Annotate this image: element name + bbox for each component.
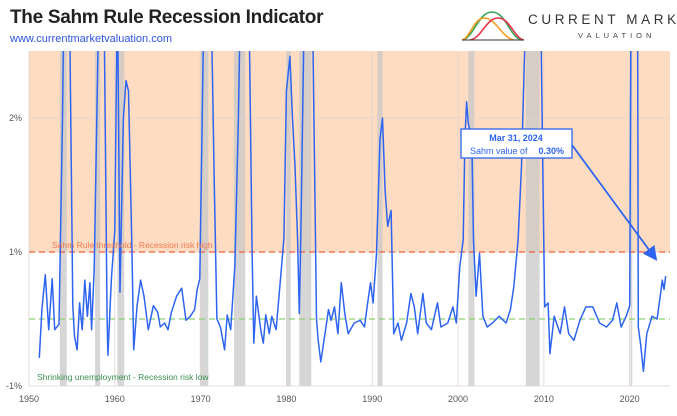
- annotation-date: Mar 31, 2024: [489, 133, 543, 143]
- site-url-link[interactable]: www.currentmarketvaluation.com: [10, 33, 173, 45]
- x-tick-label: 1990: [362, 394, 382, 404]
- annotation-value: 0.30%: [538, 146, 564, 156]
- x-tick-label: 1950: [19, 394, 39, 404]
- x-tick-label: 1960: [105, 394, 125, 404]
- recession-band: [234, 51, 246, 386]
- brand-logo-icon: [461, 11, 525, 41]
- y-tick-label: 2%: [9, 113, 22, 123]
- x-tick-label: 1970: [191, 394, 211, 404]
- low-risk-label: Shrinking unemployment - Recession risk …: [37, 372, 209, 382]
- y-tick-label: 1%: [9, 247, 22, 257]
- threshold-label: Sahm Rule threshold - Recession risk hig…: [52, 240, 213, 250]
- recession-band: [468, 51, 475, 386]
- recession-band: [59, 51, 67, 386]
- sahm-series-line: [38, 51, 667, 373]
- x-tick-label: 1980: [276, 394, 296, 404]
- x-tick-label: 2010: [534, 394, 554, 404]
- brand-name: CURRENT MARKET: [528, 12, 677, 27]
- recession-band: [377, 51, 383, 386]
- recession-band: [525, 51, 540, 386]
- page-title: The Sahm Rule Recession Indicator: [10, 7, 324, 28]
- risk-zone: [29, 51, 670, 252]
- x-tick-label: 2000: [448, 394, 468, 404]
- recession-band: [286, 51, 291, 386]
- recession-band: [199, 51, 209, 386]
- x-tick-label: 2020: [620, 394, 640, 404]
- recession-band: [95, 51, 101, 386]
- y-tick-label: -1%: [6, 381, 22, 391]
- brand-subname: VALUATION: [578, 31, 656, 40]
- annotation-box: [460, 128, 573, 159]
- annotation-arrow: [571, 144, 658, 261]
- annotation-label: Sahm value of: [470, 146, 528, 156]
- recession-band: [630, 51, 633, 386]
